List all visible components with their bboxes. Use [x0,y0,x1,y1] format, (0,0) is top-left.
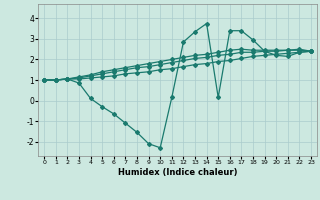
X-axis label: Humidex (Indice chaleur): Humidex (Indice chaleur) [118,168,237,177]
